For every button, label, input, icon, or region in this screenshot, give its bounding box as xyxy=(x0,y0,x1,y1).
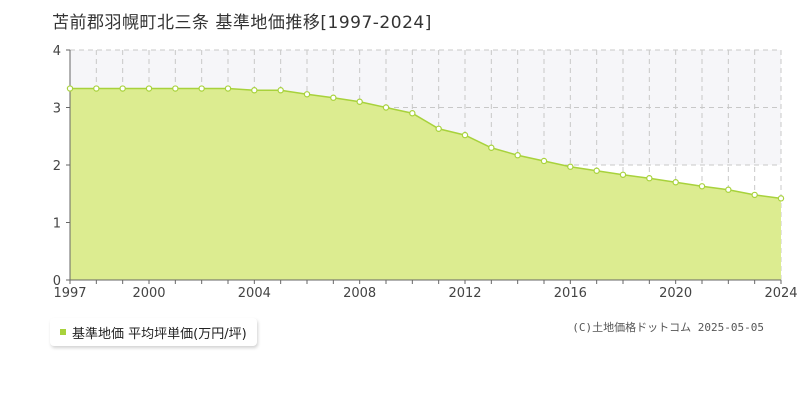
copyright-text: (C)土地価格ドットコム 2025-05-05 xyxy=(572,321,764,334)
data-point xyxy=(777,195,785,202)
area-series xyxy=(70,87,782,281)
x-tick-label: 2012 xyxy=(448,286,481,301)
y-tick-label: 2 xyxy=(53,159,61,174)
x-tick-label: 2016 xyxy=(554,286,587,301)
data-point xyxy=(698,183,706,190)
data-point xyxy=(725,186,732,193)
x-tick-label: 1997 xyxy=(53,286,86,301)
data-point xyxy=(672,179,679,186)
data-point xyxy=(461,131,469,139)
chart-title: 苫前郡羽幌町北三条 基準地価推移[1997-2024] xyxy=(52,13,432,33)
data-point xyxy=(224,85,232,92)
data-point xyxy=(277,87,284,94)
data-point xyxy=(409,110,416,117)
data-points xyxy=(66,85,785,202)
data-point xyxy=(619,171,627,178)
axes xyxy=(66,49,782,284)
y-tick-label: 4 xyxy=(53,44,61,59)
data-point xyxy=(751,191,758,199)
area-fill xyxy=(70,88,781,281)
data-point xyxy=(145,85,153,92)
data-point xyxy=(356,98,363,105)
data-point xyxy=(567,163,574,170)
x-tick-label: 2000 xyxy=(132,286,165,301)
legend-swatch xyxy=(60,329,66,335)
y-tick-label: 1 xyxy=(53,217,61,232)
y-tick-label: 3 xyxy=(53,102,61,117)
tick-labels: 0 1 2 3 4 1997 2000 2004 2008 2012 2016 2020 2024 xyxy=(53,44,798,301)
series-line xyxy=(70,87,782,200)
x-tick-label: 2024 xyxy=(764,286,797,301)
data-point xyxy=(93,85,100,92)
y-tick-label: 0 xyxy=(53,274,61,289)
data-point xyxy=(382,104,390,111)
data-point xyxy=(251,87,258,94)
data-point xyxy=(303,91,311,98)
data-point xyxy=(593,167,600,174)
x-tick-label: 2004 xyxy=(238,286,271,301)
data-point xyxy=(198,85,205,92)
legend: 基準地価 平均坪単価(万円/坪) xyxy=(50,318,257,346)
data-point xyxy=(514,152,521,159)
data-point xyxy=(330,94,337,101)
data-point xyxy=(646,175,653,182)
x-tick-label: 2008 xyxy=(343,286,376,301)
data-point xyxy=(540,157,548,165)
data-point xyxy=(119,85,126,92)
data-point xyxy=(488,144,495,151)
data-point xyxy=(66,85,74,92)
chart: 0 1 2 3 4 1997 2000 2004 2008 2012 2016 2020 2024 xyxy=(53,44,798,301)
legend-label: 基準地価 平均坪単価(万円/坪) xyxy=(72,326,247,342)
data-point xyxy=(435,125,442,132)
data-point xyxy=(172,85,179,92)
x-tick-label: 2020 xyxy=(659,286,692,301)
